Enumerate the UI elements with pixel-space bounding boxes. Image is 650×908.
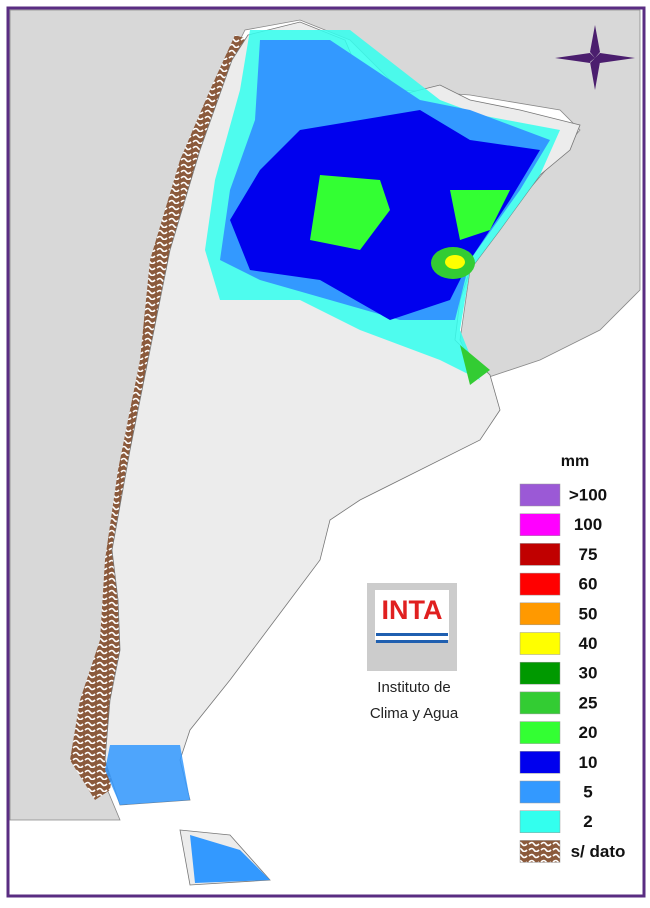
rain-area-south [105,745,190,805]
compass [555,25,635,90]
logo-inner [375,590,449,640]
rain-area-20-coast [460,345,490,385]
logo-text: INTA [382,595,443,625]
legend-label: s/ dato [571,842,626,861]
legend-swatch [519,602,561,626]
legend-swatch [519,721,561,744]
legend-label: 20 [579,723,598,742]
legend-swatch [519,572,561,596]
legend-swatch [519,780,561,804]
legend-label: 40 [579,634,598,653]
legend-label: 2 [583,812,592,831]
legend-swatch [519,691,561,715]
legend-label: 50 [579,604,598,623]
rain-area-20 [310,175,510,250]
legend-swatch [519,751,561,774]
logo-stripe [376,633,448,636]
logo-caption: Clima y Agua [370,705,459,722]
rain-area-40 [445,255,465,269]
legend-swatch [519,632,561,655]
frame [6,6,646,898]
legend-swatch [519,810,561,833]
legend-label: 25 [579,693,598,712]
legend-swatch [519,513,561,536]
logo-caption: Instituto de [377,679,450,696]
legend-label: 75 [579,545,598,564]
legend-label: 30 [579,664,598,683]
legend-label: 10 [579,753,598,772]
legend-swatch [519,840,561,863]
legend: >100 100 75 60 50 40 30 25 20 10 5 2 s/ dato [519,483,626,863]
rain-area-tdf [190,835,270,883]
legend-label: 60 [579,575,598,594]
logo-stripe [376,640,448,643]
legend-swatch [519,483,561,507]
legend-unit: mm [561,453,589,470]
legend-label: >100 [569,485,607,504]
legend-swatch [519,543,561,566]
legend-label: 5 [583,782,592,801]
legend-swatch [519,661,561,685]
legend-label: 100 [574,515,602,534]
